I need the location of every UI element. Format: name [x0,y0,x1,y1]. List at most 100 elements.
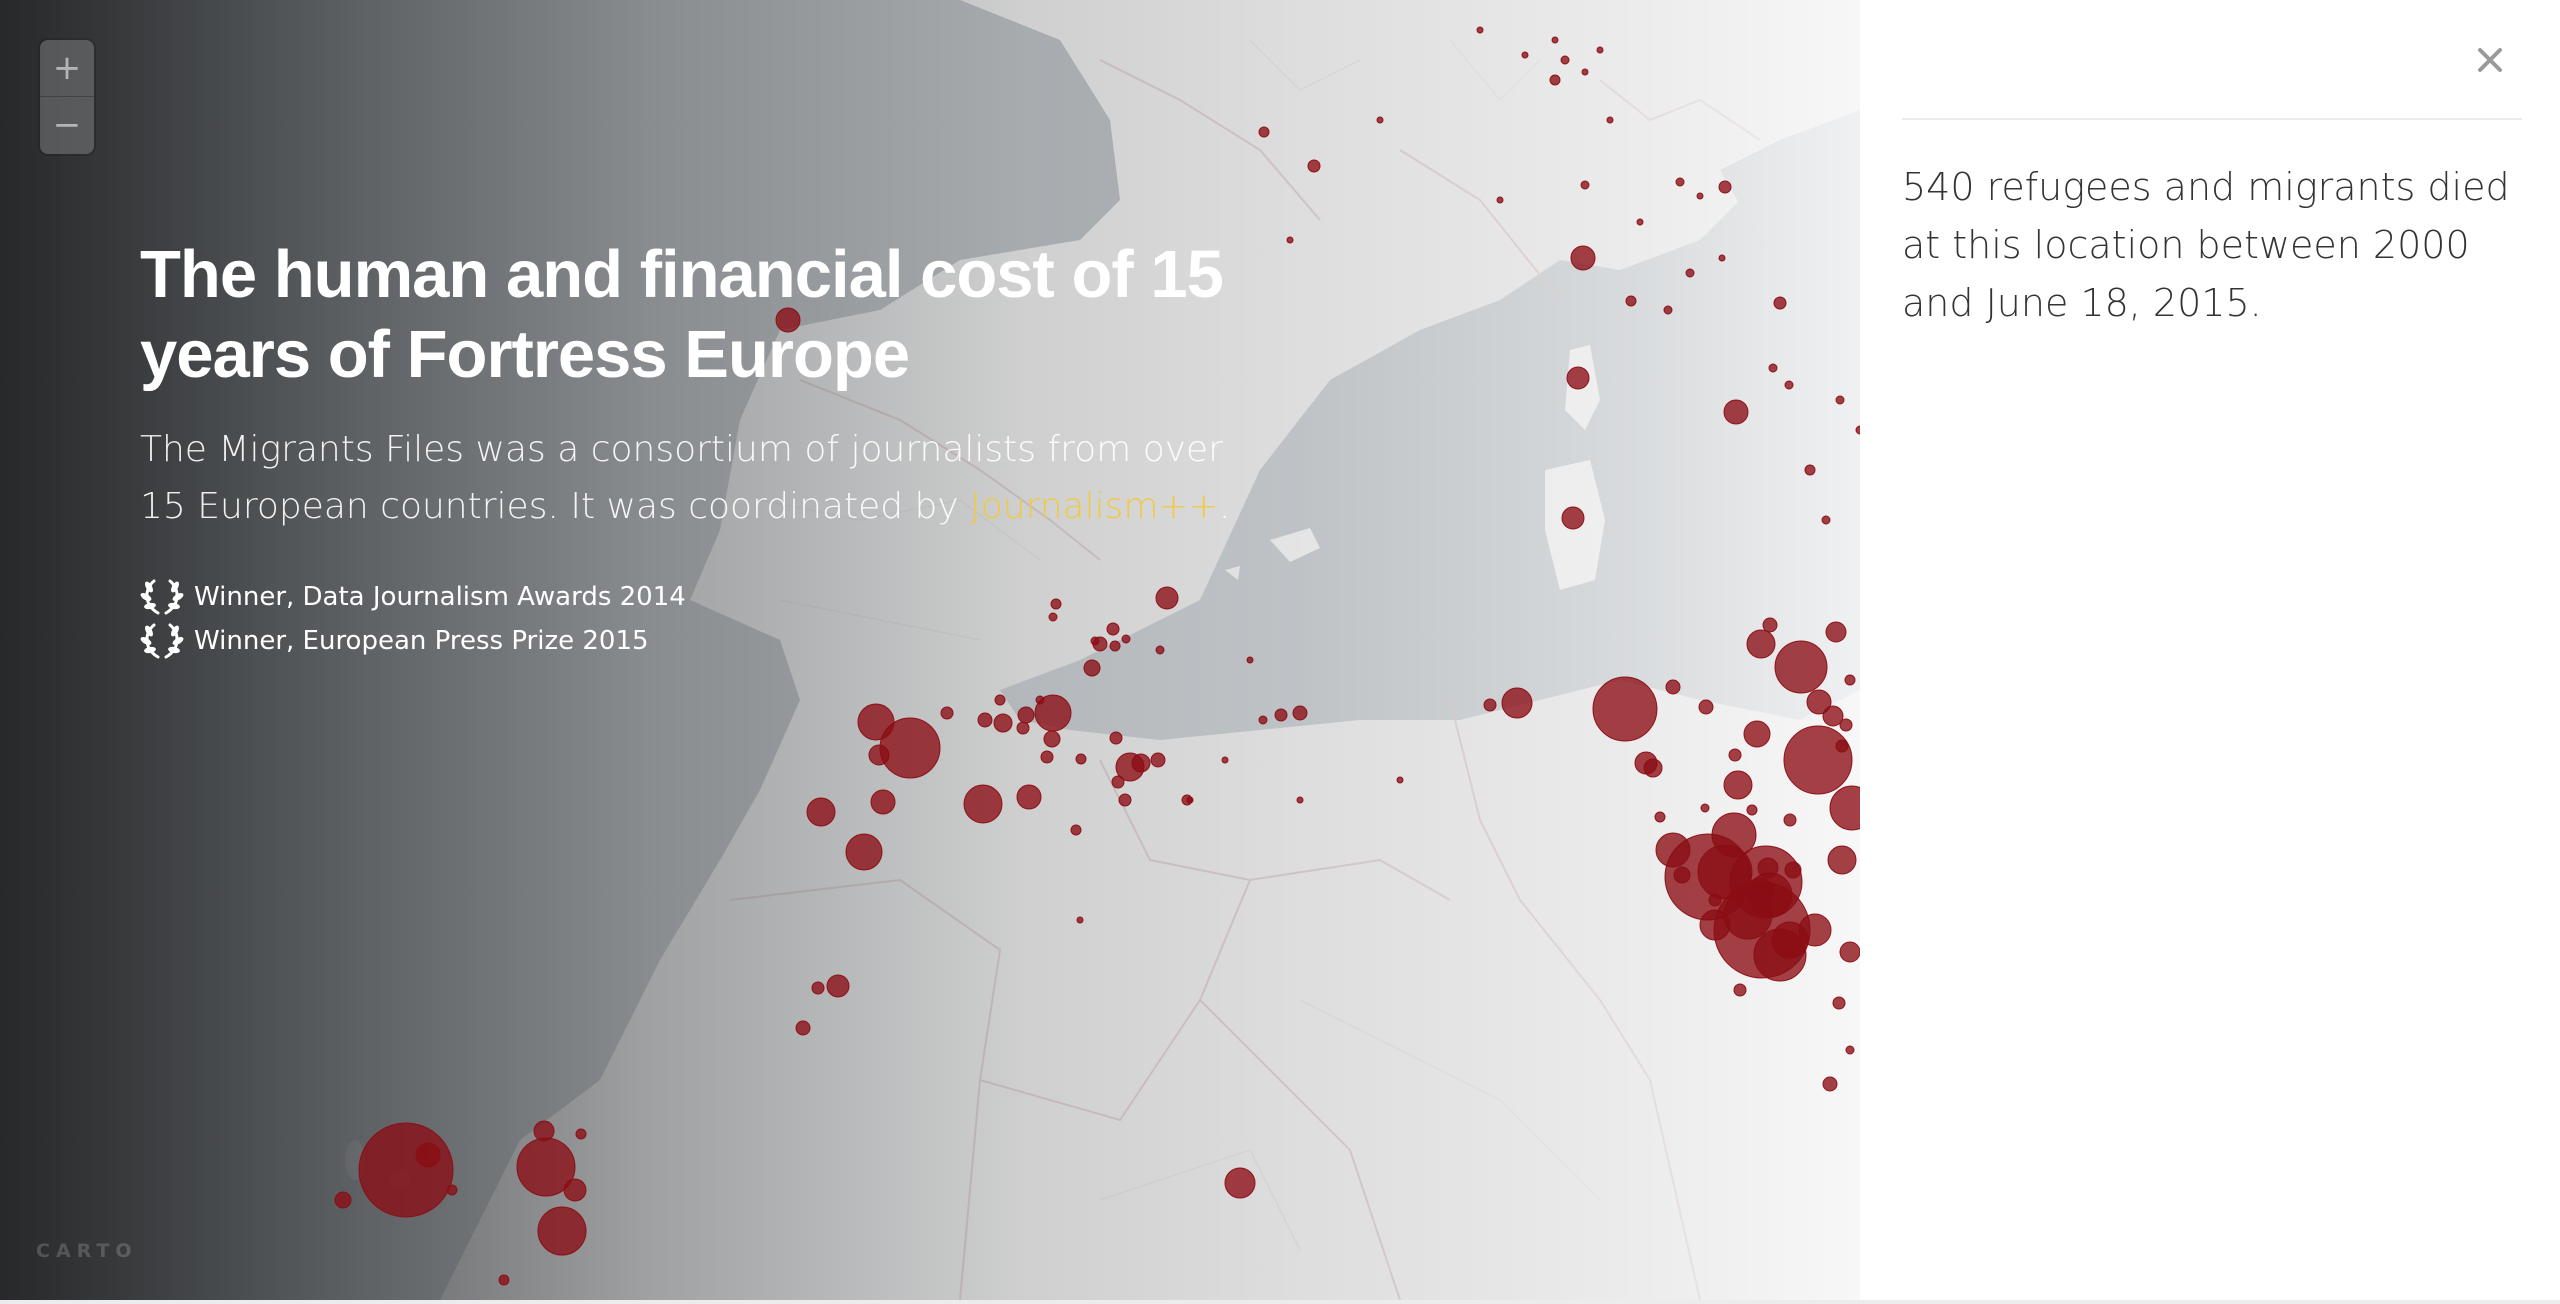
death-marker[interactable] [1016,721,1030,735]
death-marker[interactable] [1663,305,1673,315]
death-marker[interactable] [1733,983,1747,997]
death-marker[interactable] [1762,617,1778,633]
death-marker[interactable] [537,1206,587,1256]
death-marker[interactable] [1835,395,1845,405]
death-marker[interactable] [1675,177,1685,187]
death-marker[interactable] [1844,674,1856,686]
death-marker[interactable] [1825,621,1847,643]
death-marker[interactable] [1496,196,1504,204]
death-marker[interactable] [1634,751,1658,775]
death-marker[interactable] [1040,750,1054,764]
death-marker[interactable] [1745,877,1775,907]
death-marker[interactable] [1829,785,1860,831]
death-marker[interactable] [1286,236,1294,244]
death-marker[interactable] [879,717,941,779]
death-marker[interactable] [358,1122,454,1218]
death-marker[interactable] [1376,116,1384,124]
death-marker[interactable] [1017,706,1035,724]
death-marker[interactable] [1746,629,1776,659]
death-marker[interactable] [1109,731,1123,745]
death-marker[interactable] [1606,116,1614,124]
death-marker[interactable] [1708,893,1722,907]
death-marker[interactable] [1827,845,1857,875]
death-marker[interactable] [993,713,1013,733]
death-marker[interactable] [1258,126,1270,138]
death-marker[interactable] [1292,705,1308,721]
death-marker[interactable] [1832,996,1846,1010]
zoom-in-button[interactable]: + [52,48,82,88]
death-marker[interactable] [1696,192,1704,200]
death-marker[interactable] [1224,1167,1256,1199]
death-marker[interactable] [1083,659,1101,677]
death-marker[interactable] [1821,515,1831,525]
death-marker[interactable] [1654,811,1666,823]
death-marker[interactable] [1804,464,1816,476]
death-marker[interactable] [1043,730,1061,748]
death-marker[interactable] [1625,295,1637,307]
death-marker[interactable] [1076,916,1084,924]
death-marker[interactable] [1592,676,1658,742]
death-marker[interactable] [1396,776,1404,784]
death-marker[interactable] [575,1128,587,1140]
death-marker[interactable] [1483,698,1497,712]
death-marker[interactable] [1768,363,1778,373]
death-marker[interactable] [1561,506,1585,530]
death-marker[interactable] [1570,245,1596,271]
death-marker[interactable] [1723,770,1753,800]
death-marker[interactable] [1118,793,1132,807]
death-marker[interactable] [1728,748,1742,762]
death-marker[interactable] [1111,775,1125,789]
death-marker[interactable] [1258,715,1268,725]
death-marker[interactable] [1274,708,1288,722]
death-marker[interactable] [1476,26,1484,34]
carto-attribution[interactable]: CARTO [36,1240,138,1262]
death-marker[interactable] [1700,803,1710,813]
death-marker[interactable] [1773,296,1787,310]
death-marker[interactable] [1155,586,1179,610]
death-marker[interactable] [1718,254,1726,262]
death-marker[interactable] [977,712,993,728]
death-marker[interactable] [870,789,896,815]
death-marker[interactable] [1845,1045,1855,1055]
death-marker[interactable] [1155,645,1165,655]
death-marker[interactable] [1835,739,1849,753]
death-marker[interactable] [533,1120,555,1142]
death-marker[interactable] [1560,55,1570,65]
death-marker[interactable] [1075,753,1087,765]
death-marker[interactable] [1774,640,1828,694]
death-marker[interactable] [1718,180,1732,194]
death-marker[interactable] [1186,796,1194,804]
death-marker[interactable] [1685,268,1695,278]
death-marker[interactable] [1757,857,1779,879]
death-marker[interactable] [1109,640,1121,652]
death-marker[interactable] [1673,866,1691,884]
death-marker[interactable] [1307,159,1321,173]
death-marker[interactable] [1743,720,1771,748]
death-marker[interactable] [1016,784,1042,810]
death-marker[interactable] [1784,380,1794,390]
death-marker[interactable] [1121,634,1131,644]
death-marker[interactable] [1566,366,1590,390]
death-marker[interactable] [1050,598,1062,610]
death-marker[interactable] [1784,861,1802,879]
death-marker[interactable] [1698,699,1714,715]
death-marker[interactable] [1580,180,1590,190]
death-marker[interactable] [1221,756,1229,764]
death-marker[interactable] [826,974,850,998]
death-marker[interactable] [811,981,825,995]
death-marker[interactable] [963,784,1003,824]
death-marker[interactable] [845,833,883,871]
death-marker[interactable] [1549,74,1561,86]
death-marker[interactable] [1106,622,1120,636]
death-marker[interactable] [1806,689,1832,715]
death-marker[interactable] [1048,612,1058,622]
death-marker[interactable] [498,1274,510,1286]
death-marker[interactable] [806,797,836,827]
death-marker[interactable] [1783,725,1853,795]
death-marker[interactable] [1822,705,1844,727]
death-marker[interactable] [1521,51,1529,59]
death-marker[interactable] [1771,921,1809,959]
death-marker[interactable] [1246,656,1254,664]
death-marker[interactable] [994,694,1006,706]
death-marker[interactable] [1090,636,1100,646]
